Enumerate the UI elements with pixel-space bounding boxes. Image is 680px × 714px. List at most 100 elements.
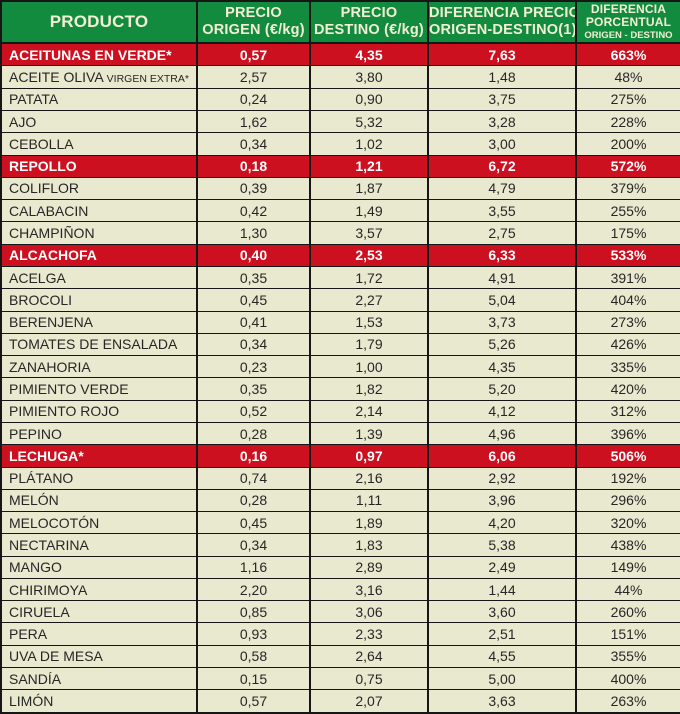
origen-cell: 0,24 [196, 87, 311, 112]
origen-cell: 2,20 [196, 577, 311, 602]
product-name: COLIFLOR [9, 180, 80, 197]
product-name: REPOLLO [9, 158, 77, 175]
column-header-line: ORIGEN-DESTINO(1) [429, 22, 576, 38]
porcentual-cell: 275% [575, 87, 680, 112]
destino-cell: 1,82 [309, 377, 429, 401]
product-name: PEPINO [9, 425, 62, 442]
porcentual-cell: 200% [575, 132, 680, 156]
column-header-line: PRODUCTO [49, 11, 149, 31]
product-cell: ACEITE OLIVA VIRGEN EXTRA* [0, 65, 198, 89]
diferencia-cell: 3,75 [427, 87, 577, 112]
product-name: BROCOLI [9, 291, 73, 308]
table-row-highlight: REPOLLO 0,18 1,21 6,72 572% [0, 154, 680, 178]
destino-cell: 3,06 [309, 600, 429, 624]
porcentual-cell: 379% [575, 176, 680, 201]
column-header-precio-origen: PRECIO ORIGEN (€/kg) [196, 0, 311, 44]
origen-cell: 0,35 [196, 377, 311, 401]
table-row: NECTARINA 0,34 1,83 5,38 438% [0, 533, 680, 557]
origen-cell: 0,28 [196, 488, 311, 513]
product-name: ACELGA [9, 269, 66, 286]
column-header-line: PRECIO [225, 4, 282, 21]
destino-cell: 1,02 [309, 132, 429, 156]
porcentual-cell: 260% [575, 600, 680, 624]
origen-cell: 1,16 [196, 555, 311, 579]
product-name: PERA [9, 626, 48, 643]
table-row: BROCOLI 0,45 2,27 5,04 404% [0, 288, 680, 312]
destino-cell: 3,16 [309, 577, 429, 602]
header-row: PRODUCTO PRECIO ORIGEN (€/kg) PRECIO DESTINO… [0, 0, 680, 44]
diferencia-cell: 4,20 [427, 511, 577, 535]
origen-cell: 0,57 [196, 689, 311, 714]
destino-cell: 1,79 [309, 332, 429, 357]
destino-cell: 1,53 [309, 310, 429, 334]
diferencia-cell: 5,20 [427, 377, 577, 401]
product-name: MELOCOTÓN [9, 514, 100, 531]
column-header-diferencia-precio: DIFERENCIA PRECIO ORIGEN-DESTINO(1) [427, 0, 577, 44]
product-cell: PEPINO [0, 421, 198, 446]
product-cell: LECHUGA* [0, 444, 198, 468]
destino-cell: 4,35 [309, 42, 429, 67]
porcentual-cell: 48% [575, 65, 680, 89]
product-cell: ACEITUNAS EN VERDE* [0, 42, 198, 67]
origen-cell: 0,45 [196, 511, 311, 535]
origen-cell: 0,45 [196, 288, 311, 312]
table-row: PIMIENTO VERDE 0,35 1,82 5,20 420% [0, 377, 680, 401]
table-row: PATATA 0,24 0,90 3,75 275% [0, 87, 680, 112]
table-row: CHIRIMOYA 2,20 3,16 1,44 44% [0, 577, 680, 602]
product-cell: CHAMPIÑON [0, 221, 198, 245]
porcentual-cell: 263% [575, 689, 680, 714]
product-cell: PIMIENTO ROJO [0, 399, 198, 423]
product-name: NECTARINA [9, 536, 89, 553]
product-name: UVA DE MESA [9, 648, 103, 665]
product-name: PIMIENTO ROJO [9, 403, 120, 420]
product-cell: SANDÍA [0, 667, 198, 691]
origen-cell: 2,57 [196, 65, 311, 89]
origen-cell: 0,74 [196, 466, 311, 490]
destino-cell: 0,97 [309, 444, 429, 468]
table-row: ACELGA 0,35 1,72 4,91 391% [0, 265, 680, 290]
table-row: PLÁTANO 0,74 2,16 2,92 192% [0, 466, 680, 490]
product-cell: MELÓN [0, 488, 198, 513]
destino-cell: 1,83 [309, 533, 429, 557]
product-name: MANGO [9, 559, 62, 576]
diferencia-cell: 3,28 [427, 109, 577, 134]
destino-cell: 0,75 [309, 667, 429, 691]
table-header: PRODUCTO PRECIO ORIGEN (€/kg) PRECIO DESTINO… [0, 0, 680, 44]
diferencia-cell: 6,72 [427, 154, 577, 178]
destino-cell: 1,89 [309, 511, 429, 535]
product-cell: BROCOLI [0, 288, 198, 312]
diferencia-cell: 5,04 [427, 288, 577, 312]
porcentual-cell: 320% [575, 511, 680, 535]
column-header-line: PORCENTUAL [585, 15, 672, 30]
origen-cell: 0,40 [196, 243, 311, 267]
porcentual-cell: 228% [575, 109, 680, 134]
porcentual-cell: 175% [575, 221, 680, 245]
destino-cell: 2,16 [309, 466, 429, 490]
diferencia-cell: 3,60 [427, 600, 577, 624]
product-name: PATATA [9, 91, 59, 108]
table-row: AJO 1,62 5,32 3,28 228% [0, 109, 680, 134]
origen-cell: 0,93 [196, 622, 311, 646]
porcentual-cell: 312% [575, 399, 680, 423]
table-row: MANGO 1,16 2,89 2,49 149% [0, 555, 680, 579]
table-row: PIMIENTO ROJO 0,52 2,14 4,12 312% [0, 399, 680, 423]
porcentual-cell: 533% [575, 243, 680, 267]
column-header-producto: PRODUCTO [0, 0, 198, 44]
product-name: ZANAHORIA [9, 358, 91, 375]
product-cell: PATATA [0, 87, 198, 112]
destino-cell: 3,57 [309, 221, 429, 245]
diferencia-cell: 3,55 [427, 199, 577, 223]
diferencia-cell: 1,48 [427, 65, 577, 89]
porcentual-cell: 400% [575, 667, 680, 691]
diferencia-cell: 3,00 [427, 132, 577, 156]
table-row: CHAMPIÑON 1,30 3,57 2,75 175% [0, 221, 680, 245]
diferencia-cell: 2,75 [427, 221, 577, 245]
table-body: ACEITUNAS EN VERDE* 0,57 4,35 7,63 663% ACEIT… [0, 42, 680, 714]
diferencia-cell: 2,51 [427, 622, 577, 646]
product-name: MELÓN [9, 492, 59, 509]
table-row: MELOCOTÓN 0,45 1,89 4,20 320% [0, 511, 680, 535]
table-row: PERA 0,93 2,33 2,51 151% [0, 622, 680, 646]
destino-cell: 2,14 [309, 399, 429, 423]
product-cell: UVA DE MESA [0, 644, 198, 669]
porcentual-cell: 404% [575, 288, 680, 312]
